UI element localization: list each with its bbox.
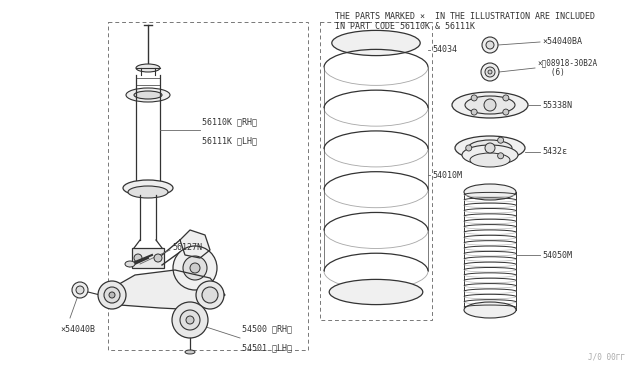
- Circle shape: [98, 281, 126, 309]
- Circle shape: [190, 263, 200, 273]
- Text: J/0 00ΓΓ: J/0 00ΓΓ: [588, 353, 625, 362]
- Circle shape: [471, 109, 477, 115]
- Circle shape: [482, 37, 498, 53]
- Ellipse shape: [185, 350, 195, 354]
- Circle shape: [481, 63, 499, 81]
- Ellipse shape: [136, 64, 160, 72]
- Circle shape: [196, 281, 224, 309]
- Circle shape: [488, 70, 492, 74]
- Ellipse shape: [134, 91, 162, 99]
- Ellipse shape: [465, 96, 515, 114]
- Ellipse shape: [455, 136, 525, 160]
- Circle shape: [173, 246, 217, 290]
- Bar: [320, 22, 432, 320]
- Text: 54500 〈RH〉: 54500 〈RH〉: [242, 324, 292, 333]
- Ellipse shape: [128, 186, 168, 198]
- Ellipse shape: [332, 31, 420, 55]
- Text: (6): (6): [537, 68, 564, 77]
- Circle shape: [503, 109, 509, 115]
- Text: 54050M: 54050M: [542, 250, 572, 260]
- Text: THE PARTS MARKED ×  IN THE ILLUSTRATION ARE INCLUDED
IN PART CODE 56110K & 56111: THE PARTS MARKED × IN THE ILLUSTRATION A…: [335, 12, 595, 31]
- Text: 56110K 〈RH〉: 56110K 〈RH〉: [202, 117, 257, 126]
- Text: 5432ε: 5432ε: [542, 148, 567, 157]
- Text: 54010M: 54010M: [432, 170, 462, 180]
- Text: ×54040B: ×54040B: [60, 326, 95, 334]
- Text: ×ⓝ08918-30B2A: ×ⓝ08918-30B2A: [537, 58, 597, 67]
- Circle shape: [109, 292, 115, 298]
- Circle shape: [498, 153, 504, 159]
- Text: 55338N: 55338N: [542, 100, 572, 109]
- Circle shape: [498, 137, 504, 143]
- Circle shape: [180, 310, 200, 330]
- Ellipse shape: [125, 261, 135, 267]
- Text: 54034: 54034: [432, 45, 457, 55]
- Polygon shape: [180, 230, 210, 258]
- Circle shape: [72, 282, 88, 298]
- Circle shape: [186, 316, 194, 324]
- Ellipse shape: [452, 92, 528, 118]
- Circle shape: [76, 286, 84, 294]
- Circle shape: [104, 287, 120, 303]
- Ellipse shape: [470, 153, 510, 167]
- Ellipse shape: [468, 140, 512, 156]
- Circle shape: [485, 67, 495, 77]
- Ellipse shape: [462, 145, 518, 165]
- Circle shape: [154, 254, 162, 262]
- Text: ×54040BA: ×54040BA: [542, 38, 582, 46]
- Circle shape: [134, 254, 142, 262]
- Circle shape: [466, 145, 472, 151]
- Polygon shape: [100, 270, 225, 310]
- Circle shape: [503, 95, 509, 101]
- Circle shape: [486, 41, 494, 49]
- Ellipse shape: [464, 184, 516, 200]
- Circle shape: [485, 143, 495, 153]
- Ellipse shape: [126, 88, 170, 102]
- Ellipse shape: [464, 302, 516, 318]
- Circle shape: [202, 287, 218, 303]
- Text: 56111K 〈LH〉: 56111K 〈LH〉: [202, 136, 257, 145]
- Text: 54501 〈LH〉: 54501 〈LH〉: [242, 343, 292, 352]
- Text: 56127N: 56127N: [172, 244, 202, 253]
- Circle shape: [183, 256, 207, 280]
- Circle shape: [471, 95, 477, 101]
- Bar: [132, 248, 164, 268]
- Bar: [108, 22, 308, 350]
- Ellipse shape: [329, 279, 423, 305]
- Ellipse shape: [123, 180, 173, 196]
- Circle shape: [172, 302, 208, 338]
- Circle shape: [484, 99, 496, 111]
